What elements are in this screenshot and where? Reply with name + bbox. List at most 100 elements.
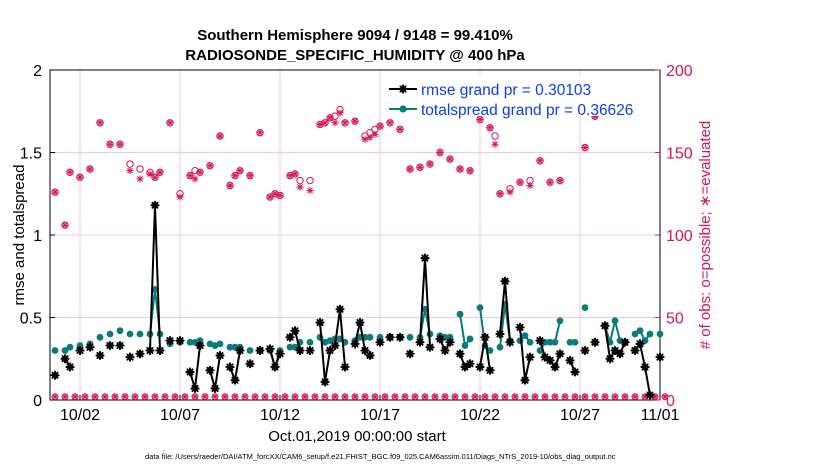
rmse-point <box>525 352 535 362</box>
obs-evaluated-low-marker <box>461 393 469 400</box>
obs-evaluated-marker <box>556 176 564 185</box>
spread-point <box>51 347 59 354</box>
spread-point <box>466 335 474 343</box>
obs-count-markers <box>51 102 669 401</box>
obs-evaluated-marker <box>226 181 234 190</box>
rmse-point <box>365 350 375 361</box>
spread-point <box>76 342 84 349</box>
rmse-point <box>590 337 600 347</box>
rmse-point <box>435 334 445 344</box>
obs-evaluated-low-marker <box>341 393 349 400</box>
spread-point <box>246 347 254 354</box>
obs-evaluated-marker <box>246 171 254 180</box>
obs-evaluated-marker <box>376 122 384 130</box>
obs-evaluated-low-marker <box>161 393 169 400</box>
rmse-point <box>65 362 75 372</box>
rmse-point <box>555 349 565 359</box>
obs-evaluated-low-marker <box>401 393 409 400</box>
obs-evaluated-marker <box>581 143 589 152</box>
rmse-point <box>565 355 575 365</box>
legend-rmse-label: rmse grand pr = 0.30103 <box>421 82 591 99</box>
obs-evaluated-low-marker <box>171 393 179 400</box>
obs-evaluated-marker <box>76 173 84 181</box>
obs-evaluated-low-marker <box>91 393 99 400</box>
rmse-point <box>550 362 560 372</box>
y-tick-labels: 0 0.5 1 1.5 2 <box>20 63 42 410</box>
rmse-point <box>355 317 365 328</box>
obs-evaluated-low-marker <box>201 393 209 400</box>
obs-evaluated-low-marker <box>361 393 369 400</box>
spread-point <box>96 333 104 341</box>
obs-evaluated-low-marker <box>131 393 139 400</box>
spread-point <box>136 330 144 338</box>
obs-evaluated-marker <box>341 119 349 127</box>
obs-evaluated-low-marker <box>491 393 499 400</box>
y-tick-label: 2 <box>33 63 42 80</box>
rmse-point <box>60 354 70 364</box>
obs-evaluated-marker <box>296 183 304 191</box>
rmse-point <box>185 367 195 377</box>
rmse-point <box>600 321 610 331</box>
obs-evaluated-marker <box>396 125 404 134</box>
rmse-point <box>235 345 245 356</box>
y-tick-label: 0.5 <box>20 311 42 328</box>
spread-point <box>116 327 124 335</box>
chart-subtitle: RADIOSONDE_SPECIFIC_HUMIDITY @ 400 hPa <box>185 47 525 64</box>
spread-point <box>66 343 74 351</box>
x-tick-label: 10/22 <box>460 407 500 424</box>
spread-point <box>571 338 579 346</box>
spread-point <box>496 343 504 351</box>
obs-evaluated-marker <box>366 133 374 142</box>
obs-evaluated-low-marker <box>281 393 289 400</box>
obs-evaluated-marker <box>491 140 499 148</box>
obs-evaluated-marker <box>61 221 69 229</box>
obs-evaluated-low-marker <box>441 393 449 400</box>
rmse-point <box>225 362 235 372</box>
obs-evaluated-marker <box>156 168 164 176</box>
obs-possible-marker <box>306 176 314 185</box>
obs-evaluated-low-marker <box>381 393 389 400</box>
x-tick-label: 10/07 <box>160 407 200 424</box>
obs-evaluated-low-marker <box>371 393 379 400</box>
obs-evaluated-marker <box>456 165 464 173</box>
obs-evaluated-marker <box>146 170 154 178</box>
tick-marks <box>50 69 661 401</box>
obs-evaluated-marker <box>191 175 199 183</box>
rmse-point <box>475 362 485 372</box>
obs-evaluated-low-marker <box>611 393 619 400</box>
rmse-point <box>545 355 555 365</box>
obs-evaluated-marker <box>416 163 424 172</box>
rmse-point <box>210 383 220 394</box>
obs-evaluated-marker <box>406 165 414 173</box>
y-tick-label: 0 <box>33 393 42 410</box>
obs-evaluated-marker <box>426 160 434 168</box>
footer-datafile: data file: /Users/raeder/DAI/ATM_forcXX/… <box>145 452 616 461</box>
obs-evaluated-marker <box>536 157 544 165</box>
spread-point <box>421 305 429 313</box>
rmse-point <box>505 337 515 347</box>
rmse-point <box>275 349 285 359</box>
obs-evaluated-low-marker <box>411 393 419 400</box>
spread-point <box>106 330 114 338</box>
rmse-point <box>50 370 60 380</box>
rmse-point <box>155 345 165 356</box>
obs-evaluated-marker <box>186 171 194 180</box>
obs-evaluated-low-marker <box>261 393 269 400</box>
obs-evaluated-marker <box>371 130 379 139</box>
x-tick-label: 11/01 <box>641 407 680 424</box>
rmse-point <box>350 339 360 349</box>
obs-evaluated-marker <box>196 168 204 176</box>
obs-evaluated-marker <box>276 191 284 200</box>
obs-evaluated-marker <box>96 119 104 127</box>
obs-evaluated-marker <box>526 181 534 190</box>
y2-tick-label: 150 <box>666 146 693 163</box>
rmse-point <box>630 345 640 356</box>
obs-evaluated-marker <box>516 178 524 186</box>
x-tick-labels: 10/02 10/07 10/12 10/17 10/22 10/27 11/01 <box>60 407 680 424</box>
legend-spread-marker <box>399 105 407 113</box>
rmse-point <box>135 349 145 359</box>
obs-evaluated-low-marker <box>331 393 339 400</box>
rmse-point <box>165 336 175 346</box>
series-line <box>149 204 161 351</box>
